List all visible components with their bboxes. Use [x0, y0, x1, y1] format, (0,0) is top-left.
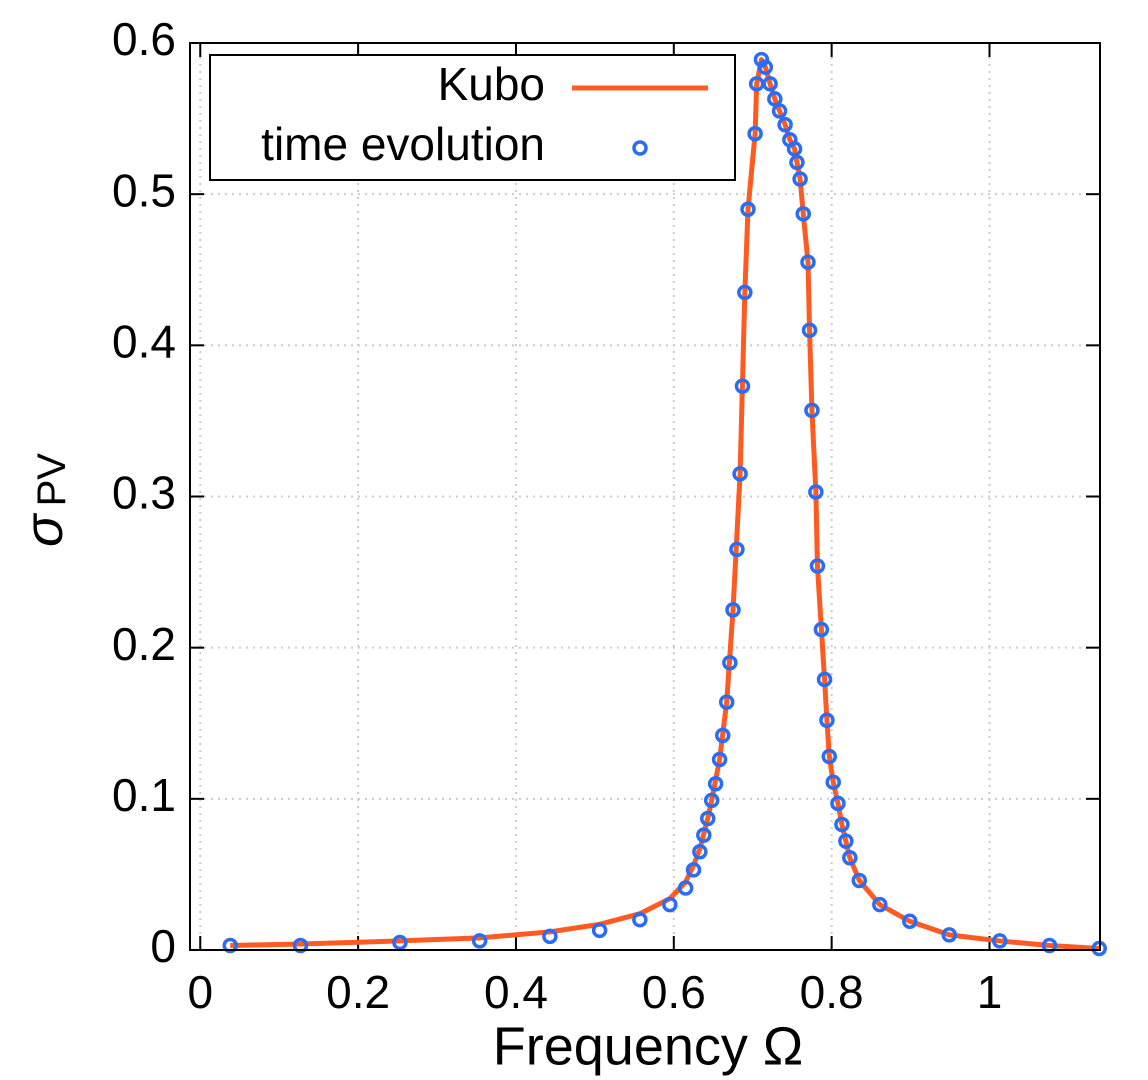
data-point: [725, 602, 741, 618]
data-point: [632, 912, 648, 928]
data-point: [732, 466, 748, 482]
x-tick-label: 0.8: [800, 966, 864, 1018]
data-point: [591, 922, 608, 939]
data-point: [692, 843, 708, 860]
data-point: [795, 206, 811, 222]
data-point: [838, 833, 854, 849]
data-point: [662, 896, 678, 913]
data-point: [786, 141, 803, 157]
data-point: [834, 816, 850, 833]
data-point: [808, 484, 824, 500]
y-axis-symbol: σ: [14, 512, 74, 547]
y-axis-subscript: PV: [30, 453, 74, 507]
data-point: [902, 913, 918, 930]
data-point: [707, 775, 724, 792]
data-point: [941, 927, 958, 943]
data-point: [696, 827, 712, 843]
data-point: [842, 850, 858, 866]
legend-swatch: [632, 140, 648, 156]
y-tick-label: 0.6: [112, 13, 176, 65]
y-tick-label: 0.5: [112, 164, 176, 216]
x-tick-label: 0.2: [326, 966, 390, 1018]
legend-label: Kubo: [438, 58, 545, 110]
data-point: [777, 116, 793, 133]
data-point: [734, 378, 751, 394]
data-point: [471, 933, 488, 949]
y-tick-label: 0.4: [112, 315, 176, 367]
data-point: [800, 254, 816, 270]
y-tick-label: 0.3: [112, 467, 176, 519]
legend: Kubo time evolution: [209, 54, 736, 181]
x-tick-label: 0.4: [484, 966, 548, 1018]
data-point: [821, 748, 838, 765]
x-tick-label: 1: [977, 966, 1003, 1018]
data-point: [792, 171, 808, 187]
data-point: [711, 751, 728, 768]
data-point: [804, 402, 820, 419]
data-point: [872, 896, 888, 913]
data-point: [677, 880, 694, 896]
data-point: [699, 810, 716, 827]
data-point: [714, 727, 731, 744]
data-point: [830, 795, 846, 812]
y-axis-label: σ PV: [14, 453, 74, 547]
y-tick-label: 0.1: [112, 769, 176, 821]
data-point: [825, 774, 841, 790]
data-point: [771, 103, 788, 119]
y-tick-label: 0: [150, 920, 176, 972]
legend-label: time evolution: [261, 118, 545, 170]
data-point: [809, 558, 826, 574]
data-point: [762, 76, 778, 92]
data-point: [789, 154, 805, 171]
legend-box: [209, 54, 736, 181]
data-point: [801, 322, 818, 338]
data-point: [813, 621, 830, 638]
data-point: [722, 655, 738, 671]
data-point: [851, 872, 868, 889]
x-tick-label: 0: [187, 966, 213, 1018]
data-point: [392, 934, 408, 951]
data-point: [222, 937, 239, 954]
data-point: [703, 792, 720, 809]
x-tick-label: 0.6: [642, 966, 706, 1018]
data-point: [729, 541, 745, 558]
data-point: [757, 59, 774, 75]
data-point: [685, 862, 702, 878]
data-point: [542, 928, 558, 945]
data-point: [1041, 937, 1058, 954]
data-point: [819, 712, 835, 728]
data-point: [992, 933, 1008, 949]
data-point: [737, 284, 753, 301]
data-point: [740, 201, 756, 218]
data-point: [753, 51, 770, 68]
plot-frame: [189, 42, 1101, 951]
data-point: [747, 125, 763, 142]
kubo-line: [230, 57, 1100, 951]
data-point: [718, 694, 735, 710]
x-axis-label: Frequency Ω: [493, 1016, 804, 1076]
data-point: [292, 937, 309, 954]
y-tick-label: 0.2: [112, 618, 176, 670]
data-point: [816, 671, 833, 688]
